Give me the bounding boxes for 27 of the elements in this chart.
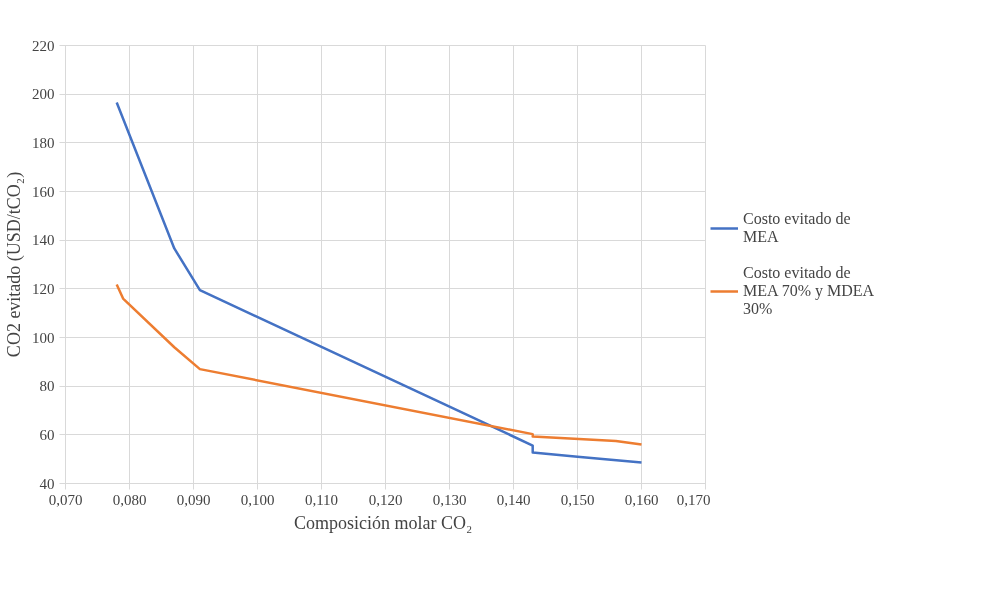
line-series xyxy=(115,283,643,446)
y-tick-label: 140 xyxy=(32,232,55,249)
x-tick-label: 0,090 xyxy=(176,491,211,508)
y-tick-label: 60 xyxy=(39,426,55,443)
line-series xyxy=(115,101,643,464)
y-tick-label: 200 xyxy=(32,86,55,103)
y-tick-label: 120 xyxy=(32,280,55,297)
x-axis-title: Composición molar CO₂ xyxy=(294,512,473,533)
y-tick-label: 220 xyxy=(32,37,55,54)
x-tick-label: 0,170 xyxy=(676,491,711,508)
y-tick-label: 80 xyxy=(39,378,55,395)
y-tick-label: 100 xyxy=(32,329,55,346)
legend-label: Costo evitado de MEA xyxy=(743,210,851,246)
y-axis-title: CO2 evitado (USD/tCO₂) xyxy=(4,171,25,358)
x-tick-label: 0,080 xyxy=(112,491,147,508)
y-tick-label: 180 xyxy=(32,134,55,151)
y-tick-label: 160 xyxy=(32,183,55,200)
x-tick-label: 0,120 xyxy=(368,491,403,508)
x-tick-label: 0,160 xyxy=(624,491,659,508)
x-tick-label: 0,100 xyxy=(240,491,275,508)
x-tick-label: 0,070 xyxy=(48,491,83,508)
legend-label: Costo evitado de MEA 70% y MDEA 30% xyxy=(743,264,875,318)
x-tick-label: 0,130 xyxy=(432,491,467,508)
x-tick-label: 0,140 xyxy=(496,491,531,508)
y-tick-label: 40 xyxy=(39,475,55,492)
x-tick-label: 0,150 xyxy=(560,491,595,508)
x-tick-label: 0,110 xyxy=(304,491,339,508)
